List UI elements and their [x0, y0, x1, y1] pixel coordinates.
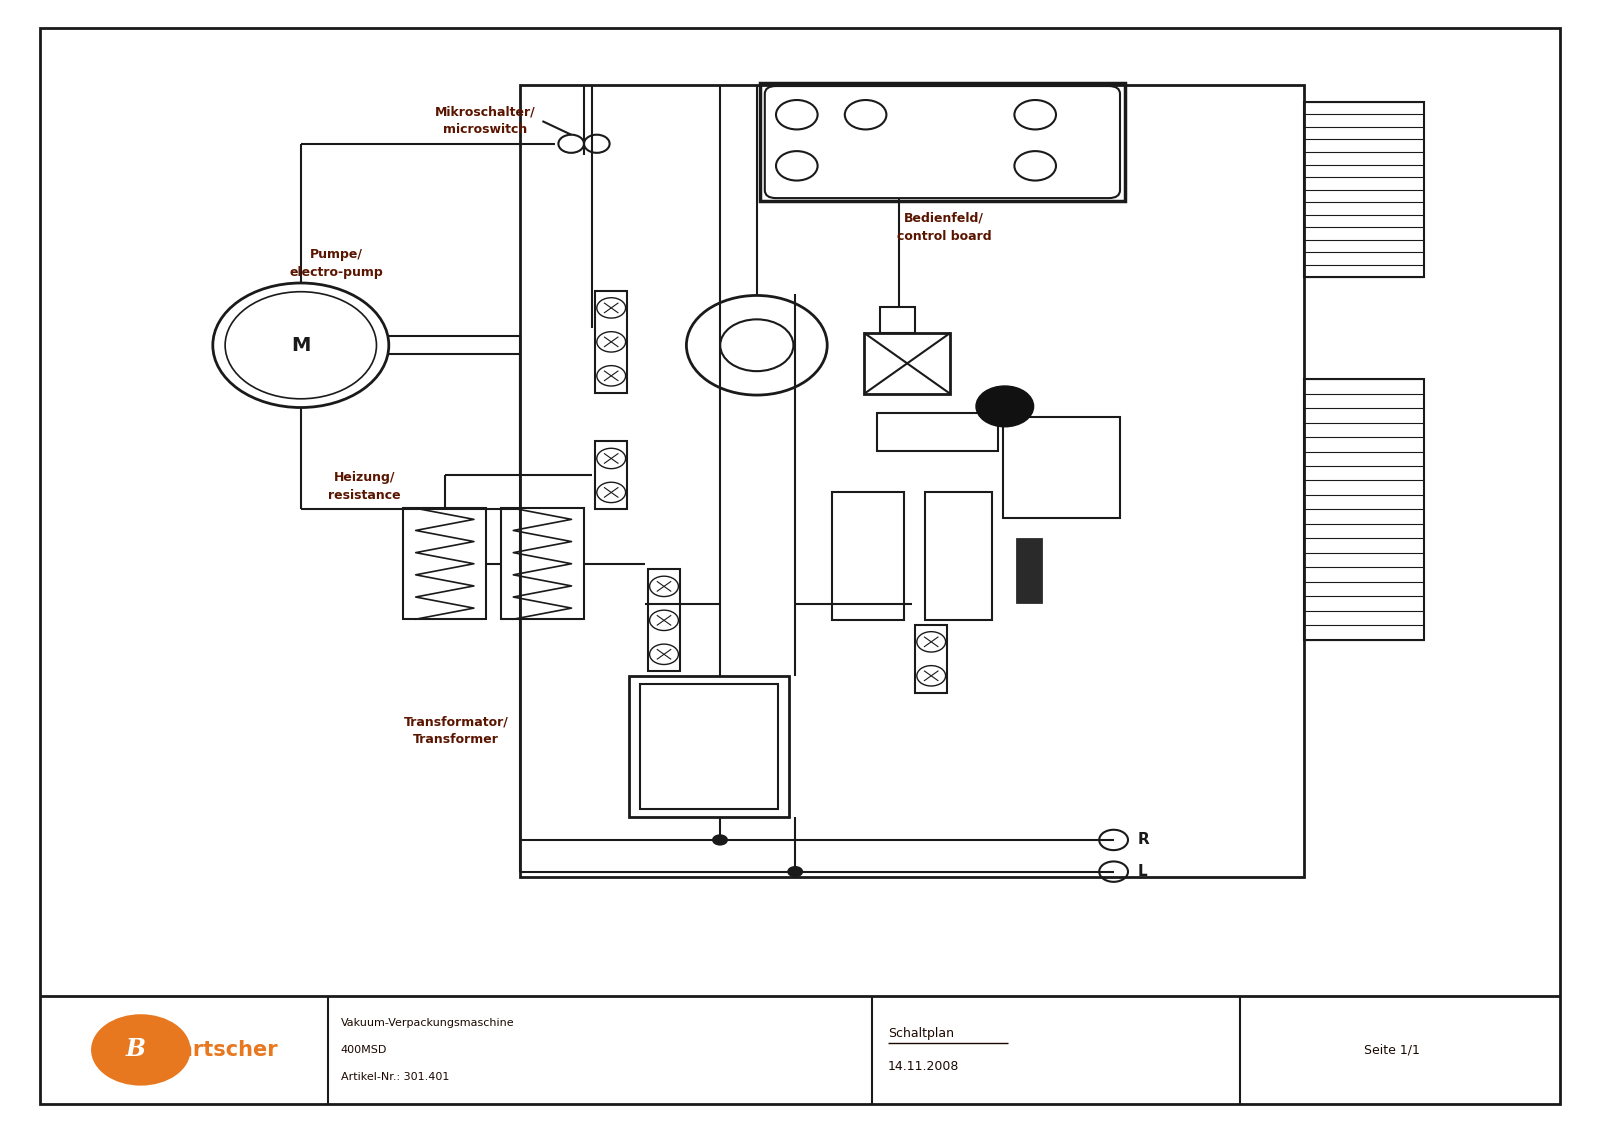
Text: L: L	[1138, 864, 1147, 880]
Bar	[1304, 379, 1424, 640]
Circle shape	[712, 834, 728, 846]
Text: control board: control board	[896, 230, 992, 243]
Text: B: B	[126, 1037, 146, 1061]
Bar	[864, 333, 950, 394]
Text: 14.11.2008: 14.11.2008	[888, 1060, 960, 1072]
Text: 400MSD: 400MSD	[341, 1045, 387, 1055]
Bar	[1304, 102, 1424, 277]
Text: Heizung/: Heizung/	[334, 471, 395, 484]
Text: Seite 1/1: Seite 1/1	[1365, 1044, 1419, 1056]
Text: Schaltplan: Schaltplan	[888, 1028, 954, 1040]
Circle shape	[976, 386, 1034, 427]
Circle shape	[93, 1017, 189, 1084]
Bar	[629, 676, 789, 817]
Bar	[1016, 538, 1042, 603]
Bar	[520, 85, 1304, 877]
Text: Pumpe/: Pumpe/	[309, 248, 363, 261]
Bar	[403, 508, 486, 619]
Text: Vakuum-Verpackungsmaschine: Vakuum-Verpackungsmaschine	[341, 1018, 515, 1028]
Bar	[501, 508, 584, 619]
Text: M: M	[291, 336, 310, 354]
Text: Bartscher: Bartscher	[163, 1040, 278, 1060]
Text: R: R	[1138, 832, 1149, 848]
Text: Artikel-Nr.: 301.401: Artikel-Nr.: 301.401	[341, 1072, 450, 1082]
Bar	[648, 569, 680, 671]
Bar	[925, 492, 992, 620]
Circle shape	[787, 866, 803, 877]
Text: resistance: resistance	[328, 489, 402, 503]
Bar	[760, 83, 1125, 201]
FancyBboxPatch shape	[765, 86, 1120, 198]
Bar	[915, 625, 947, 693]
Bar	[880, 307, 915, 333]
Bar	[595, 441, 627, 509]
Bar	[640, 684, 778, 809]
Bar	[595, 291, 627, 393]
Text: microswitch: microswitch	[443, 122, 526, 136]
Bar	[896, 114, 1011, 173]
Bar	[832, 492, 904, 620]
Text: Transformer: Transformer	[413, 732, 499, 746]
Text: Mikroschalter/: Mikroschalter/	[435, 105, 534, 119]
Text: Bedienfeld/: Bedienfeld/	[904, 212, 984, 225]
Bar	[877, 413, 998, 451]
Text: Transformator/: Transformator/	[403, 715, 509, 729]
Bar	[1003, 417, 1120, 518]
Text: electro-pump: electro-pump	[290, 266, 382, 280]
